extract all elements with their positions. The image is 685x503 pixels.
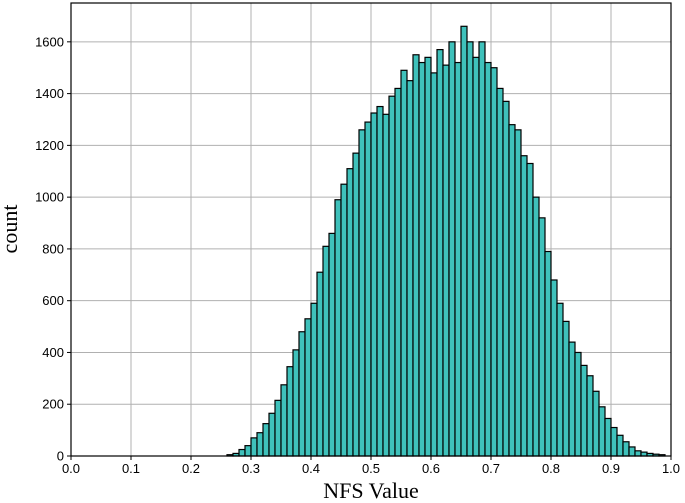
histogram-bar <box>592 390 600 457</box>
histogram-bar <box>406 80 414 457</box>
histogram-bar <box>448 41 456 457</box>
histogram-bar <box>244 445 252 457</box>
histogram-bar <box>268 412 276 457</box>
x-tick-label: 1.0 <box>662 461 680 476</box>
histogram-bar <box>502 100 510 457</box>
histogram-bar <box>460 25 468 457</box>
histogram-bar <box>316 271 324 457</box>
y-tick-label: 200 <box>42 397 64 412</box>
histogram-bar <box>358 129 366 457</box>
histogram-bar <box>616 434 624 457</box>
x-tick-label: 0.5 <box>362 461 380 476</box>
histogram-bar <box>568 341 576 457</box>
y-axis-title: count <box>0 205 22 254</box>
x-tick-label: 0.3 <box>242 461 260 476</box>
x-tick-label: 0.6 <box>422 461 440 476</box>
histogram-bar <box>610 426 618 457</box>
y-tick-label: 1600 <box>35 34 64 49</box>
y-tick-label: 400 <box>42 345 64 360</box>
histogram-bar <box>400 69 408 457</box>
histogram-bar <box>298 331 306 457</box>
histogram-bar <box>496 87 504 457</box>
histogram-bar <box>622 441 630 457</box>
histogram-bar <box>478 41 486 457</box>
histogram-bar <box>574 351 582 457</box>
x-tick-label: 0.0 <box>62 461 80 476</box>
histogram-bars <box>226 25 666 457</box>
histogram-bar <box>256 432 264 457</box>
x-tick-label: 0.2 <box>182 461 200 476</box>
histogram-bar <box>310 302 318 457</box>
x-axis-title: NFS Value <box>323 478 419 503</box>
histogram-bar <box>490 67 498 457</box>
histogram-bar <box>262 423 270 457</box>
histogram-bar <box>454 61 462 457</box>
histogram-bar <box>544 250 552 457</box>
y-tick-label: 0 <box>57 449 64 464</box>
y-axis-ticks: 0 200 400 600 800 1000 1200 1400 1600 <box>35 34 71 464</box>
histogram-bar <box>394 87 402 457</box>
histogram-bar <box>466 41 474 457</box>
x-axis-ticks: 0.0 0.1 0.2 0.3 0.4 0.5 0.6 0.7 0.8 0.9 1.0 <box>62 456 680 476</box>
histogram-bar <box>442 64 450 457</box>
histogram-bar <box>412 54 420 457</box>
histogram-bar <box>370 112 378 457</box>
histogram-bar <box>328 232 336 457</box>
histogram-bar <box>634 450 642 457</box>
histogram-bar <box>274 399 282 457</box>
x-tick-label: 0.7 <box>482 461 500 476</box>
histogram-bar <box>250 437 258 457</box>
y-tick-label: 800 <box>42 241 64 256</box>
histogram-bar <box>628 446 636 457</box>
histogram-bar <box>346 168 354 457</box>
histogram-bar <box>238 448 246 457</box>
x-tick-label: 0.9 <box>602 461 620 476</box>
histogram-bar <box>538 217 546 457</box>
y-tick-label: 1400 <box>35 86 64 101</box>
x-tick-label: 0.4 <box>302 461 320 476</box>
histogram-bar <box>340 183 348 457</box>
histogram-bar <box>604 417 612 457</box>
x-tick-label: 0.8 <box>542 461 560 476</box>
histogram-bar <box>322 245 330 457</box>
y-tick-label: 1200 <box>35 138 64 153</box>
histogram-bar <box>436 48 444 457</box>
histogram-bar <box>508 124 516 457</box>
y-tick-label: 1000 <box>35 190 64 205</box>
histogram-bar <box>586 375 594 457</box>
histogram-bar <box>424 56 432 457</box>
histogram-bar <box>520 155 528 457</box>
histogram-bar <box>382 113 390 457</box>
histogram-bar <box>598 406 606 457</box>
y-tick-label: 600 <box>42 293 64 308</box>
histogram-bar <box>280 384 288 457</box>
histogram-bar <box>580 364 588 457</box>
histogram-bar <box>562 320 570 457</box>
histogram-bar <box>304 318 312 457</box>
histogram-bar <box>430 72 438 457</box>
histogram-bar <box>292 349 300 457</box>
histogram-bar <box>334 199 342 457</box>
histogram-bar <box>484 61 492 457</box>
histogram-bar <box>550 279 558 457</box>
histogram-bar <box>556 302 564 457</box>
histogram-bar <box>286 366 294 457</box>
histogram-bar <box>352 152 360 457</box>
histogram-bar <box>472 56 480 457</box>
histogram-bar <box>364 121 372 457</box>
histogram-bar <box>526 162 534 457</box>
histogram-bar <box>388 95 396 457</box>
histogram-bar <box>532 196 540 457</box>
x-tick-label: 0.1 <box>122 461 140 476</box>
histogram-bar <box>514 129 522 457</box>
histogram-bar <box>418 61 426 457</box>
histogram-bar <box>376 105 384 457</box>
